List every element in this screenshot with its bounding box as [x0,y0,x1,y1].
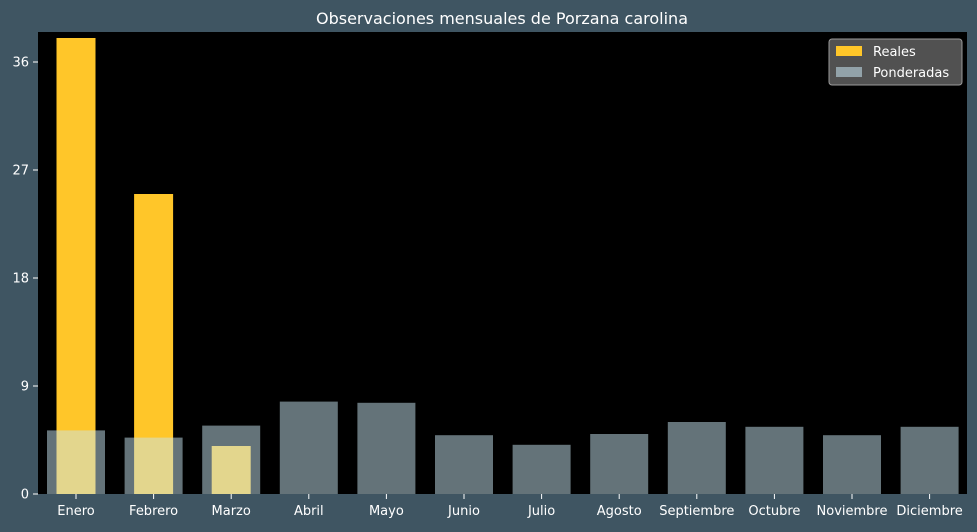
x-tick-label: Diciembre [896,504,962,519]
y-tick-label: 27 [12,164,29,179]
legend-swatch [836,46,862,56]
bar-ponderadas-octubre [745,426,804,494]
bar-ponderadas-agosto [590,434,649,494]
x-tick-label: Agosto [597,504,642,519]
bar-ponderadas-diciembre [900,426,959,494]
x-tick-label: Octubre [748,504,800,519]
legend-label: Reales [873,45,916,60]
bar-ponderadas-julio [512,444,571,494]
legend-box [828,38,963,86]
x-axis: Enero Febrero Marzo Abril Mayo Junio Julio Agos… [57,494,963,519]
y-tick-label: 36 [12,56,29,71]
bar-ponderadas-mayo [357,402,416,494]
bar-reales-enero [56,38,96,494]
x-tick-label: Marzo [212,504,251,519]
x-tick-label: Febrero [129,504,178,519]
y-axis: 0 9 18 27 36 [12,56,38,503]
bar-ponderadas-febrero [124,437,183,494]
legend-label: Ponderadas [873,66,949,81]
plot-area [38,32,967,494]
x-tick-label: Noviembre [817,504,888,519]
bars-layer [47,38,959,494]
bar-ponderadas-enero [47,430,105,494]
legend: Reales Ponderadas [828,38,963,86]
x-tick-label: Septiembre [659,504,734,519]
y-tick-label: 18 [12,272,29,287]
bar-ponderadas-septiembre [667,422,726,494]
bar-ponderadas-abril [279,401,338,494]
x-tick-label: Junio [447,504,480,519]
legend-swatch [836,67,862,77]
y-tick-label: 0 [21,488,29,503]
bar-ponderadas-junio [435,435,493,494]
bar-ponderadas-noviembre [823,435,881,494]
x-tick-label: Mayo [369,504,404,519]
x-tick-label: Julio [527,504,555,519]
y-tick-label: 9 [21,380,29,395]
bar-ponderadas-marzo [202,425,261,494]
x-tick-label: Abril [294,504,324,519]
x-tick-label: Enero [57,504,95,519]
chart-title: Observaciones mensuales de Porzana carol… [316,9,688,28]
